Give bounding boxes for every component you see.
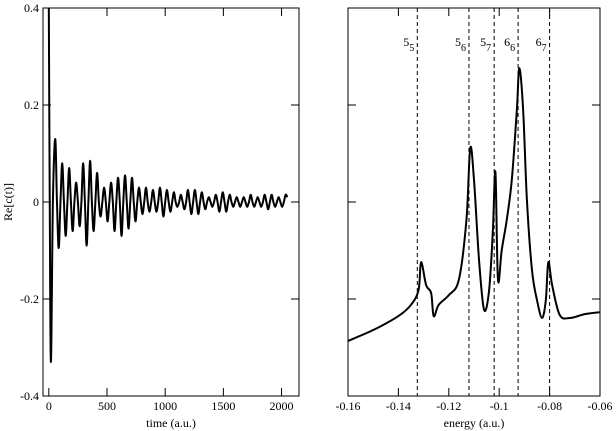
peak-label-base: 6 [504, 35, 510, 49]
y-tick-label: 0 [33, 195, 39, 209]
data-line [47, 7, 289, 364]
x-tick-label: 1000 [153, 399, 177, 413]
x-tick-label: -0.1 [490, 399, 509, 413]
peak-label-subscript: 5 [409, 43, 414, 54]
plot-frame [347, 7, 601, 397]
x-tick-label: -0.08 [537, 399, 562, 413]
peak-label-base: 5 [455, 35, 461, 49]
x-tick-label: 500 [98, 399, 116, 413]
peak-label: 56 [455, 35, 466, 54]
data-line [347, 67, 601, 342]
peak-label: 57 [480, 35, 491, 54]
y-tick-label: 0.4 [24, 1, 39, 15]
peak-label: 55 [403, 35, 414, 54]
y-axis-title: Re[c(t)] [1, 183, 15, 221]
x-tick-label: -0.06 [588, 399, 613, 413]
y-tick-label: 0.2 [24, 98, 39, 112]
x-tick-label: 0 [46, 399, 52, 413]
peak-label-subscript: 7 [486, 43, 491, 54]
peak-label-base: 5 [403, 35, 409, 49]
peak-label: 67 [536, 35, 547, 54]
x-axis-title: energy (a.u.) [444, 416, 505, 430]
peak-label-subscript: 6 [461, 43, 466, 54]
y-tick-label: -0.2 [20, 292, 39, 306]
peak-label-base: 5 [480, 35, 486, 49]
peak-label-base: 6 [536, 35, 542, 49]
x-axis-title: time (a.u.) [146, 416, 196, 430]
x-tick-label: -0.16 [336, 399, 361, 413]
peak-label: 66 [504, 35, 515, 54]
x-tick-label: 1500 [211, 399, 235, 413]
y-tick-label: -0.4 [20, 389, 39, 403]
x-tick-label: 2000 [270, 399, 294, 413]
peak-label-subscript: 6 [510, 43, 515, 54]
peak-label-subscript: 7 [542, 43, 547, 54]
x-tick-label: -0.12 [436, 399, 461, 413]
x-tick-label: -0.14 [386, 399, 411, 413]
